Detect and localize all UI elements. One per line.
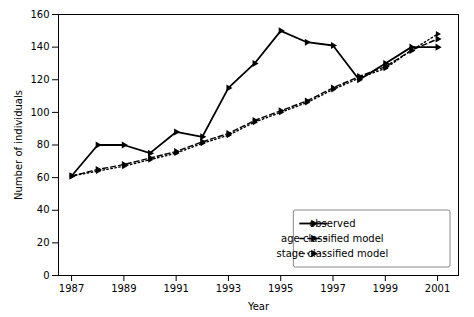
svg-text:2001: 2001 [425, 283, 450, 294]
svg-text:1995: 1995 [268, 283, 293, 294]
svg-text:age classified model: age classified model [281, 233, 384, 244]
svg-text:20: 20 [37, 237, 50, 248]
svg-text:1991: 1991 [163, 283, 188, 294]
svg-text:Year: Year [247, 301, 270, 312]
svg-text:160: 160 [30, 9, 49, 20]
svg-text:observed: observed [309, 218, 355, 229]
svg-text:120: 120 [30, 74, 49, 85]
svg-text:1997: 1997 [320, 283, 345, 294]
svg-text:140: 140 [30, 41, 49, 52]
svg-text:stage classified model: stage classified model [277, 248, 389, 259]
svg-text:1987: 1987 [59, 283, 84, 294]
svg-text:Number of individuals: Number of individuals [13, 90, 24, 200]
svg-text:100: 100 [30, 107, 49, 118]
svg-text:0: 0 [43, 270, 49, 281]
svg-text:60: 60 [37, 172, 50, 183]
svg-text:1993: 1993 [216, 283, 241, 294]
svg-text:1989: 1989 [111, 283, 136, 294]
svg-text:80: 80 [37, 139, 50, 150]
svg-text:1999: 1999 [373, 283, 398, 294]
svg-text:40: 40 [37, 204, 50, 215]
